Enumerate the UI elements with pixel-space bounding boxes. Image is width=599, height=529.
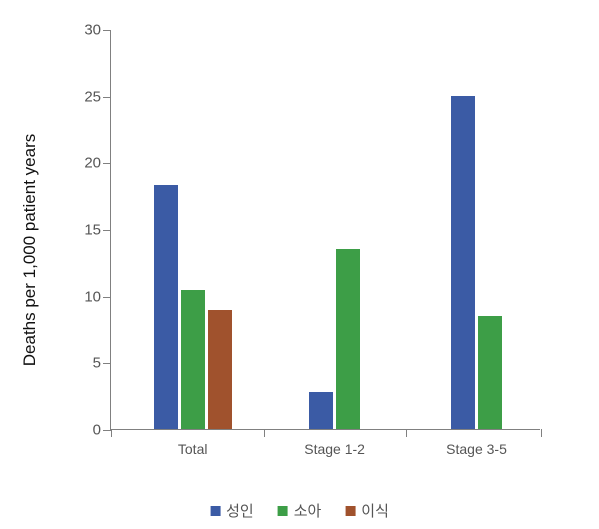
- legend-swatch: [345, 506, 355, 516]
- y-tick-label: 20: [71, 155, 101, 172]
- bar: [208, 310, 232, 429]
- y-tick-label: 15: [71, 222, 101, 239]
- y-tick: [103, 97, 111, 98]
- legend-item: 이식: [345, 500, 389, 521]
- x-tick-label: Total: [178, 441, 208, 457]
- legend: 성인 소아 이식: [210, 500, 389, 521]
- y-tick-label: 10: [71, 288, 101, 305]
- chart-container: Deaths per 1,000 patient years 051015202…: [40, 20, 560, 480]
- y-tick: [103, 363, 111, 364]
- y-tick: [103, 30, 111, 31]
- legend-label: 소아: [294, 500, 322, 521]
- legend-swatch: [210, 506, 220, 516]
- x-tick-label: Stage 3-5: [446, 441, 507, 457]
- y-tick-label: 5: [71, 355, 101, 372]
- bar: [309, 392, 333, 429]
- y-tick: [103, 230, 111, 231]
- y-axis-label: Deaths per 1,000 patient years: [20, 134, 40, 366]
- legend-item: 성인: [210, 500, 254, 521]
- x-tick-label: Stage 1-2: [304, 441, 365, 457]
- x-tick: [406, 429, 407, 437]
- bar: [336, 249, 360, 429]
- bar: [478, 316, 502, 429]
- legend-label: 이식: [361, 500, 389, 521]
- y-tick: [103, 297, 111, 298]
- bar: [451, 96, 475, 429]
- legend-label: 성인: [226, 500, 254, 521]
- y-tick-label: 0: [71, 422, 101, 439]
- legend-swatch: [278, 506, 288, 516]
- bar: [154, 185, 178, 429]
- y-tick-label: 25: [71, 88, 101, 105]
- bar: [181, 290, 205, 429]
- x-tick: [541, 429, 542, 437]
- plot-area: 051015202530TotalStage 1-2Stage 3-5: [110, 30, 540, 430]
- y-tick-label: 30: [71, 22, 101, 39]
- legend-item: 소아: [278, 500, 322, 521]
- y-tick: [103, 163, 111, 164]
- x-tick: [264, 429, 265, 437]
- y-tick: [103, 430, 111, 431]
- x-tick: [111, 429, 112, 437]
